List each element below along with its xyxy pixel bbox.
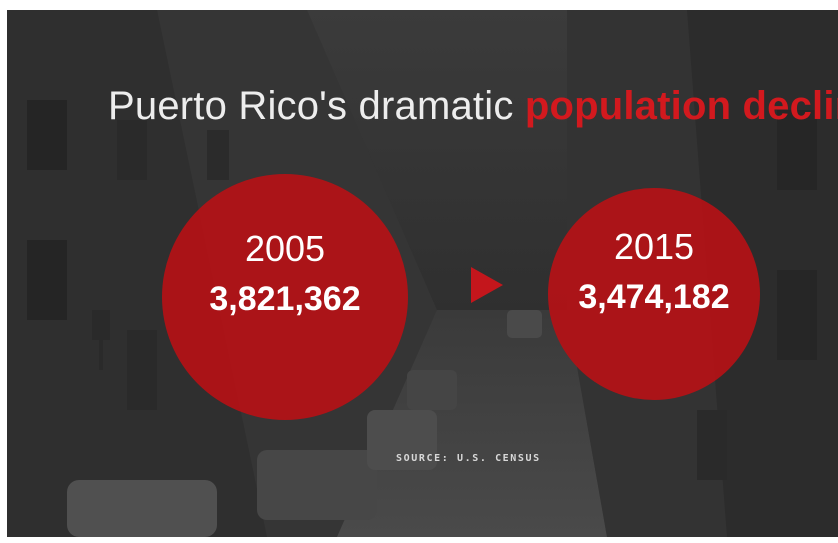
stat-circle-2015: 2015 3,474,182	[548, 188, 760, 400]
stat-year: 2005	[244, 228, 326, 269]
title-prefix: Puerto Rico's dramatic	[108, 84, 525, 128]
infographic: Puerto Rico's dramatic population declin…	[7, 10, 838, 537]
stat-circle-2005: 2005 3,821,362	[162, 174, 408, 420]
stat-population: 3,821,362	[209, 280, 361, 318]
stat-population: 3,474,182	[578, 278, 730, 316]
stat-year: 2015	[613, 226, 695, 267]
page-title: Puerto Rico's dramatic population declin…	[108, 82, 838, 130]
title-highlight: population decline	[524, 84, 838, 128]
source-caption: SOURCE: U.S. CENSUS	[396, 453, 541, 464]
play-arrow-icon	[471, 267, 503, 303]
